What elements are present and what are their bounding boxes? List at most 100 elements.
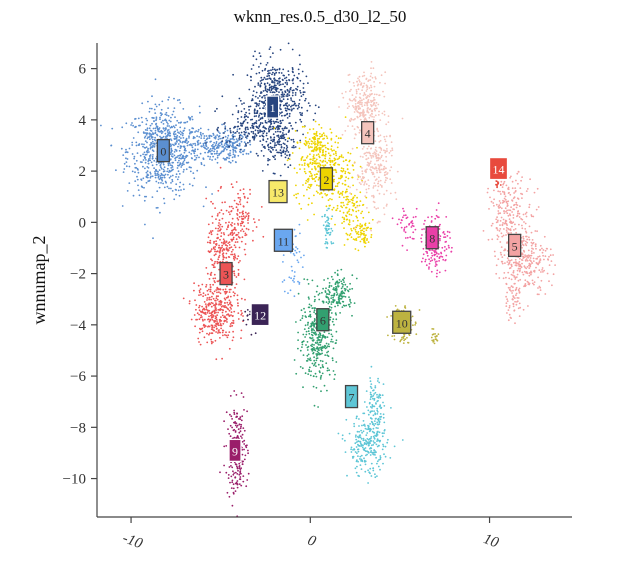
point-cluster-7: [378, 459, 380, 461]
point-cluster-2: [295, 193, 297, 196]
point-cluster-0: [159, 211, 161, 214]
point-cluster-4: [384, 71, 387, 74]
point-cluster-5: [538, 293, 540, 296]
point-cluster-0: [182, 161, 185, 163]
point-cluster-0: [157, 130, 160, 133]
point-cluster-1: [281, 119, 284, 122]
point-cluster-4: [355, 108, 357, 110]
point-cluster-0: [149, 173, 152, 175]
point-cluster-7: [329, 231, 332, 234]
point-cluster-0: [216, 134, 219, 137]
point-cluster-4: [358, 79, 361, 81]
point-cluster-2: [366, 239, 368, 242]
point-cluster-3: [228, 331, 231, 333]
point-cluster-5: [511, 222, 513, 225]
point-cluster-0: [150, 133, 152, 136]
point-cluster-1: [248, 112, 251, 115]
point-cluster-2: [348, 219, 351, 222]
point-cluster-2: [331, 149, 334, 152]
point-cluster-0: [137, 117, 140, 120]
point-cluster-0: [227, 153, 230, 156]
point-cluster-2: [326, 193, 329, 196]
point-cluster-5: [528, 236, 530, 239]
point-cluster-0: [147, 180, 150, 183]
point-cluster-0: [223, 144, 226, 147]
point-cluster-1: [317, 106, 320, 109]
point-cluster-0: [215, 141, 218, 143]
point-cluster-0: [219, 137, 222, 140]
point-cluster-4: [361, 172, 364, 175]
point-cluster-4: [342, 96, 345, 99]
point-cluster-5: [502, 234, 505, 237]
point-cluster-3: [214, 315, 217, 318]
point-cluster-2: [344, 183, 346, 186]
point-cluster-2: [323, 134, 326, 137]
point-cluster-7: [361, 444, 363, 447]
point-cluster-2: [360, 232, 363, 235]
point-cluster-6: [332, 347, 335, 350]
point-cluster-6: [304, 324, 307, 327]
point-cluster-1: [247, 116, 249, 119]
point-cluster-1: [262, 138, 265, 141]
point-cluster-0: [238, 142, 241, 145]
point-cluster-3: [209, 303, 212, 306]
point-cluster-1: [254, 102, 257, 104]
point-cluster-3: [208, 288, 210, 291]
point-cluster-1: [299, 89, 301, 92]
point-cluster-2: [333, 189, 336, 192]
point-cluster-0: [191, 184, 194, 187]
point-cluster-6: [304, 372, 307, 375]
point-cluster-4: [365, 78, 368, 81]
point-cluster-3: [201, 305, 204, 308]
point-cluster-5: [493, 250, 496, 253]
point-cluster-6: [302, 354, 305, 356]
point-cluster-6: [341, 300, 344, 303]
point-cluster-2: [298, 163, 301, 166]
point-cluster-1: [278, 67, 281, 70]
point-cluster-0: [179, 102, 182, 104]
point-cluster-1: [259, 122, 262, 124]
point-cluster-6: [303, 307, 305, 310]
point-cluster-6: [325, 346, 328, 349]
point-cluster-0: [166, 170, 169, 173]
point-cluster-0: [152, 127, 155, 130]
point-cluster-3: [207, 293, 210, 296]
point-cluster-2: [363, 240, 366, 243]
point-cluster-1: [238, 127, 241, 130]
point-cluster-7: [344, 439, 346, 442]
point-cluster-2: [330, 148, 333, 151]
point-cluster-2: [301, 164, 303, 166]
point-cluster-3: [217, 308, 220, 311]
point-cluster-0: [167, 162, 170, 165]
point-cluster-4: [370, 229, 372, 232]
point-cluster-2: [341, 182, 344, 185]
point-cluster-5: [534, 245, 537, 248]
point-cluster-5: [512, 289, 514, 292]
point-cluster-0: [128, 182, 131, 185]
point-cluster-1: [228, 145, 231, 148]
point-cluster-3: [211, 215, 214, 218]
point-cluster-0: [242, 153, 245, 156]
point-cluster-3: [235, 234, 238, 237]
point-cluster-0: [164, 173, 167, 176]
point-cluster-4: [383, 207, 385, 209]
point-cluster-5: [519, 187, 522, 190]
point-cluster-6: [311, 337, 314, 339]
point-cluster-5: [514, 190, 517, 193]
point-cluster-4: [373, 93, 376, 96]
point-cluster-0: [184, 147, 187, 150]
point-cluster-5: [511, 292, 513, 294]
point-cluster-4: [386, 203, 388, 206]
point-cluster-0: [173, 97, 175, 100]
point-cluster-3: [225, 221, 227, 224]
point-cluster-6: [335, 291, 338, 293]
point-cluster-6: [306, 349, 309, 351]
point-cluster-0: [207, 128, 210, 131]
point-cluster-1: [281, 91, 284, 94]
point-cluster-4: [352, 106, 355, 109]
point-cluster-5: [518, 265, 521, 268]
point-cluster-0: [228, 157, 231, 160]
point-cluster-1: [264, 121, 267, 124]
point-cluster-0: [175, 149, 178, 152]
point-cluster-7: [361, 424, 363, 427]
